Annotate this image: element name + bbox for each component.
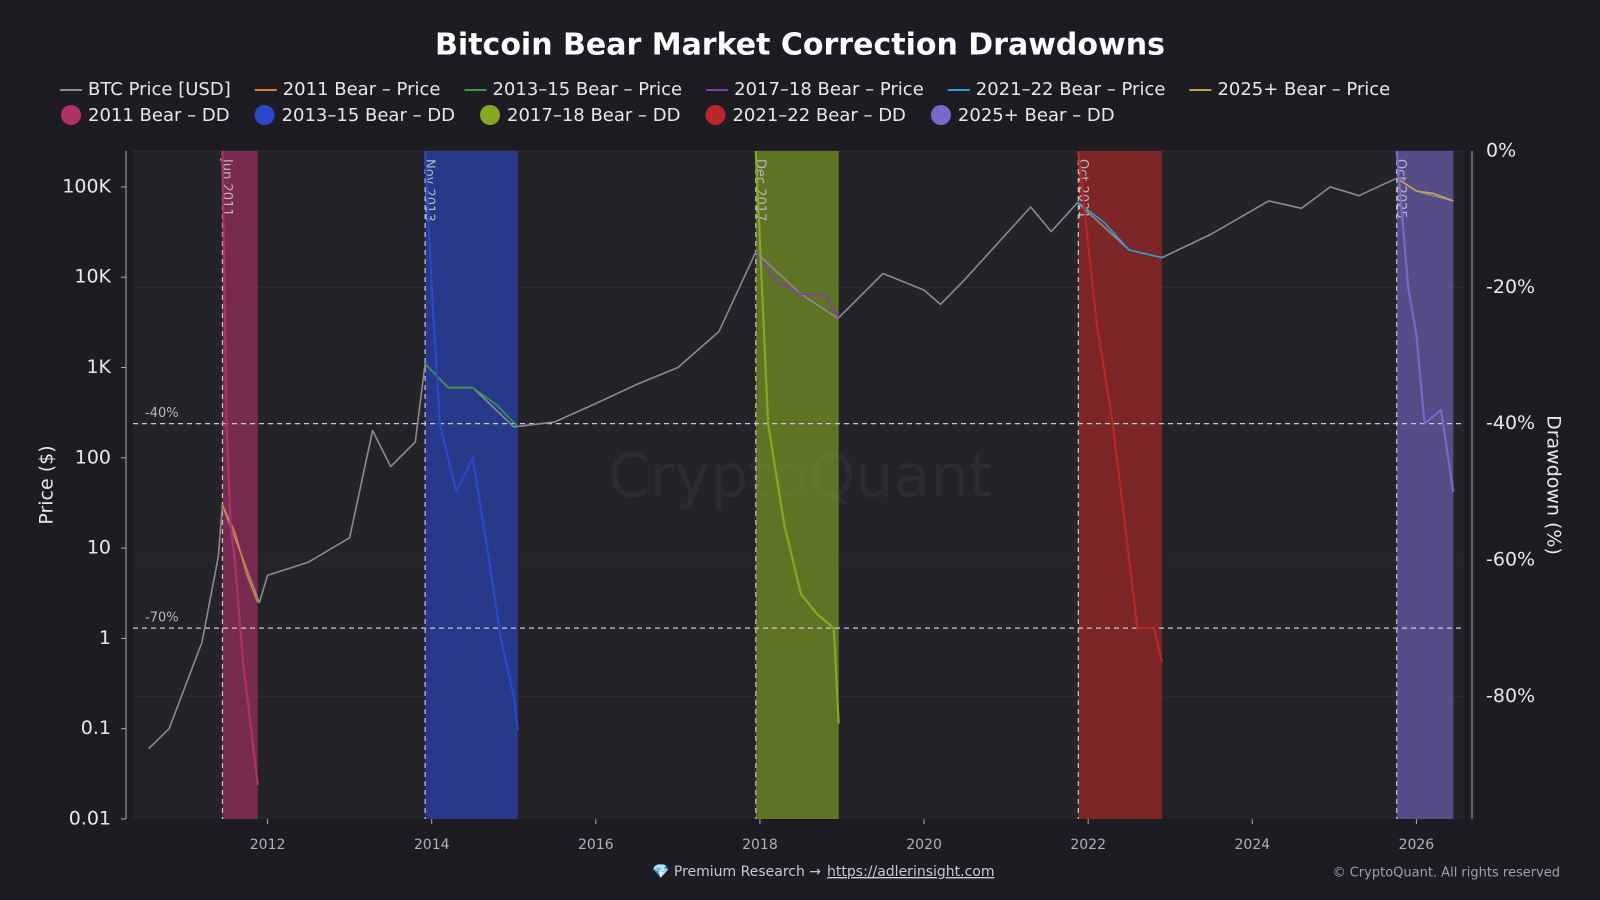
legend-item: 2011 Bear – DD: [61, 105, 230, 126]
y-tick-label: 0.01: [69, 808, 111, 830]
legend-label: 2021–22 Bear – Price: [976, 79, 1166, 100]
legend-marker: [705, 105, 726, 125]
y-tick-label: 0.1: [81, 717, 111, 739]
x-tick-label: 2022: [1070, 837, 1106, 853]
x-tick-label: 2012: [250, 837, 286, 853]
x-tick-label: 2018: [742, 837, 778, 853]
y-tick-label: 10K: [74, 266, 111, 288]
x-tick-label: 2024: [1234, 837, 1270, 853]
legend-label: 2025+ Bear – Price: [1217, 79, 1390, 100]
bear-band: [425, 151, 518, 819]
x-tick-label: 2020: [906, 837, 942, 853]
price-line: [1077, 201, 1163, 259]
legend-item: 2021–22 Bear – Price: [947, 79, 1166, 100]
legend-item: 2025+ Bear – DD: [930, 105, 1115, 126]
legend-item: 2013–15 Bear – Price: [464, 79, 682, 100]
legend-label: 2017–18 Bear – Price: [734, 79, 924, 100]
y2-tick-label: -40%: [1486, 412, 1535, 434]
footer-link[interactable]: https://adlerinsight.com: [827, 864, 994, 880]
legend-label: 2013–15 Bear – DD: [282, 105, 455, 126]
price-line: [1396, 177, 1454, 202]
legend-label: 2025+ Bear – DD: [958, 105, 1115, 126]
drawdown-line: [1077, 150, 1164, 663]
y-tick-label: 10: [87, 537, 111, 559]
drawdown-line: [754, 150, 840, 724]
legend-marker: [480, 105, 501, 125]
chart-title: Bitcoin Bear Market Correction Drawdowns: [435, 28, 1165, 63]
annotation-label: Jun 2011: [219, 158, 234, 217]
legend-label: 2013–15 Bear – Price: [492, 79, 682, 100]
price-line: [221, 504, 259, 603]
x-tick-label: 2014: [414, 837, 450, 853]
annotation-label: Dec 2017: [752, 159, 767, 221]
x-tick-label: 2026: [1399, 837, 1435, 853]
y2-axis-label: Drawdown (%): [1543, 415, 1565, 555]
bear-band: [222, 151, 258, 819]
legend-marker: [930, 105, 951, 125]
footer-text: 💎 Premium Research →: [652, 864, 821, 880]
legend-item: BTC Price [USD]: [60, 79, 231, 100]
legend-label: 2017–18 Bear – DD: [507, 105, 680, 126]
legend-label: 2011 Bear – DD: [88, 105, 230, 126]
x-tick-label: 2016: [578, 837, 614, 853]
copyright: © CryptoQuant. All rights reserved: [1333, 866, 1560, 881]
legend: BTC Price [USD] 2011 Bear – Price 2013–15 …: [60, 79, 1390, 126]
legend-item: 2025+ Bear – Price: [1189, 79, 1390, 100]
drawdown-line: [221, 150, 259, 786]
y2-tick-label: -20%: [1486, 276, 1535, 298]
y-tick-label: 1K: [86, 356, 111, 378]
bear-band: [755, 151, 839, 819]
y2-tick-label: 0%: [1486, 140, 1516, 162]
drawdown-line: [1395, 150, 1455, 492]
legend-item: 2011 Bear – Price: [254, 79, 441, 100]
y2-tick-label: -80%: [1486, 685, 1535, 707]
legend-label: BTC Price [USD]: [88, 79, 231, 100]
drawdown-line: [424, 150, 519, 731]
legend-item: 2021–22 Bear – DD: [705, 105, 906, 126]
reference-label: -70%: [145, 611, 179, 626]
price-line: [755, 251, 840, 319]
y-tick-label: 100: [75, 446, 111, 468]
y-tick-label: 100K: [62, 175, 111, 197]
legend-item: 2017–18 Bear – DD: [480, 105, 680, 126]
legend-marker: [254, 105, 275, 125]
price-line: [424, 363, 519, 428]
legend-label: 2011 Bear – Price: [283, 79, 441, 100]
legend-label: 2021–22 Bear – DD: [732, 105, 905, 126]
y-tick-label: 1: [99, 627, 111, 649]
y-axis-label: Price ($): [36, 445, 58, 524]
legend-item: 2017–18 Bear – Price: [706, 79, 924, 100]
reference-label: -40%: [145, 406, 179, 421]
y2-tick-label: -60%: [1486, 548, 1535, 570]
legend-item: 2013–15 Bear – DD: [254, 105, 455, 126]
price-line: [148, 177, 1454, 750]
legend-marker: [61, 105, 81, 125]
